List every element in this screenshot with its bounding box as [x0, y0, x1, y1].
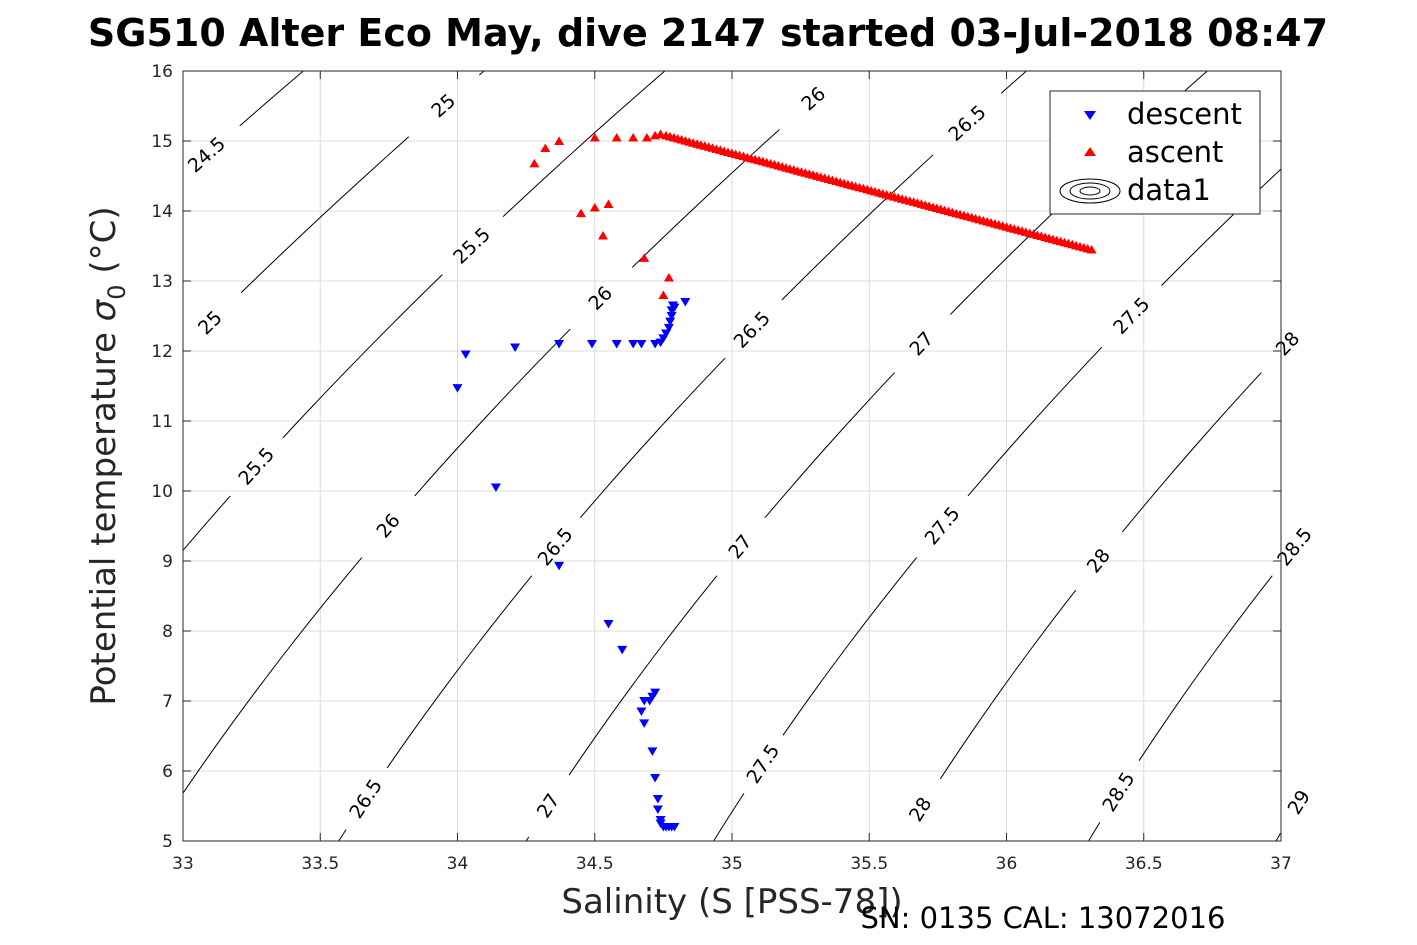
y-tick-label: 15: [151, 132, 173, 152]
ascent-point: [576, 208, 586, 218]
chart-title: SG510 Alter Eco May, dive 2147 started 0…: [88, 11, 1328, 55]
legend: descent ascent data1: [1049, 90, 1261, 215]
descent-point: [554, 561, 565, 571]
serial-calibration-footer: SN: 0135 CAL: 13072016: [861, 901, 1226, 935]
ascent-point: [589, 133, 600, 142]
y-axis-label-main: Potential temperature: [84, 321, 124, 705]
descent-point: [639, 719, 650, 728]
descent-point: [650, 774, 661, 783]
ascent-point: [554, 136, 565, 145]
y-tick-label: 8: [162, 622, 173, 642]
contour-line: [900, 372, 1262, 841]
sigma-symbol: σ: [84, 298, 124, 321]
x-tick-label: 36.5: [1125, 854, 1163, 874]
descent-point: [628, 340, 639, 349]
y-tick-label: 16: [151, 62, 173, 82]
density-contours: [183, 71, 1281, 841]
y-tick-label: 9: [162, 552, 173, 572]
legend-ascent-marker: [1084, 147, 1096, 156]
descent-point: [647, 747, 658, 756]
descent-point: [663, 323, 674, 333]
contour-line: [240, 71, 485, 294]
descent-point: [666, 312, 677, 321]
ascent-point: [658, 290, 669, 299]
legend-ascent-label: ascent: [1127, 135, 1223, 169]
y-tick-label: 5: [162, 832, 173, 852]
descent-point: [460, 350, 471, 359]
y-tick-label: 11: [151, 412, 173, 432]
legend-descent-marker: [1084, 111, 1096, 120]
descent-point: [652, 805, 663, 814]
contour-line: [1275, 832, 1281, 841]
x-tick-label: 34: [447, 854, 469, 874]
y-axis-label: Potential temperature σ0 (°C): [84, 206, 131, 705]
contour-line: [338, 71, 1028, 841]
descent-point: [669, 303, 680, 313]
x-tick-label: 33: [172, 854, 194, 874]
descent-point: [669, 823, 680, 832]
descent-point: [510, 343, 521, 352]
x-tick-label: 37: [1270, 854, 1292, 874]
ascent-point: [628, 133, 639, 142]
legend-contour-icon: [1059, 178, 1121, 204]
y-tick-label: 14: [151, 202, 173, 222]
y-tick-label: 7: [162, 692, 173, 712]
descent-point: [490, 483, 501, 492]
descent-point: [452, 384, 463, 393]
ascent-point: [641, 133, 652, 142]
y-tick-label: 12: [151, 342, 173, 362]
legend-descent-label: descent: [1127, 97, 1242, 131]
descent-point: [603, 620, 614, 629]
ascent-point: [540, 143, 551, 152]
descent-point: [652, 795, 663, 804]
contour-line: [183, 71, 666, 552]
ascent-point: [663, 273, 674, 282]
x-axis-label: Salinity (S [PSS-78]): [561, 882, 902, 922]
descent-point: [636, 707, 647, 716]
data-markers: [452, 129, 1097, 832]
contour-line: [525, 71, 1208, 841]
descent-point: [650, 688, 661, 698]
sigma-subscript: 0: [103, 284, 131, 299]
descent-point: [650, 340, 661, 349]
x-tick-label: 35: [721, 854, 743, 874]
ascent-point: [529, 158, 540, 168]
x-tick-label: 34.5: [576, 854, 614, 874]
descent-point: [680, 298, 691, 307]
ascent-point: [655, 129, 666, 138]
ascent-point: [603, 199, 614, 208]
ascent-point: [611, 133, 622, 142]
y-axis-label-unit: (°C): [84, 206, 124, 284]
descent-point: [587, 340, 597, 349]
descent-point: [617, 645, 628, 655]
descent-point: [636, 340, 647, 349]
contour-line: [1087, 575, 1273, 841]
ascent-point: [1082, 244, 1093, 253]
ascent-point: [639, 253, 650, 262]
contour-line: [183, 129, 780, 795]
y-tick-label: 13: [151, 272, 173, 292]
y-tick-label: 10: [151, 482, 173, 502]
contour-line: [239, 71, 305, 127]
y-tick-label: 6: [162, 762, 173, 782]
x-tick-label: 33.5: [301, 854, 339, 874]
axis-ticks: 33 33.5 34 34.5 35 35.5 36 36.5 37 5 6 7 8 9 10 11 12 13 1…: [151, 62, 1291, 874]
descent-point: [611, 340, 622, 349]
legend-data1-label: data1: [1127, 173, 1211, 207]
ascent-point: [598, 231, 608, 240]
x-tick-label: 35.5: [850, 854, 888, 874]
ascent-point: [589, 203, 600, 212]
descent-point: [554, 340, 565, 349]
contour-line: [713, 168, 1281, 841]
x-tick-label: 36: [996, 854, 1018, 874]
descent-point: [665, 317, 676, 327]
